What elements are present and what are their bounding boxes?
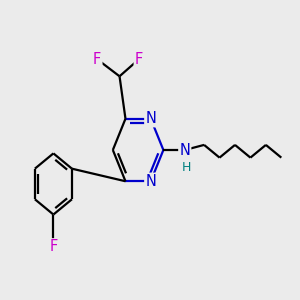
Text: F: F — [49, 239, 58, 254]
Text: H: H — [182, 161, 191, 174]
Text: N: N — [145, 111, 156, 126]
Text: N: N — [179, 142, 190, 158]
Text: N: N — [145, 174, 156, 189]
Text: F: F — [135, 52, 143, 67]
Text: F: F — [93, 52, 101, 67]
